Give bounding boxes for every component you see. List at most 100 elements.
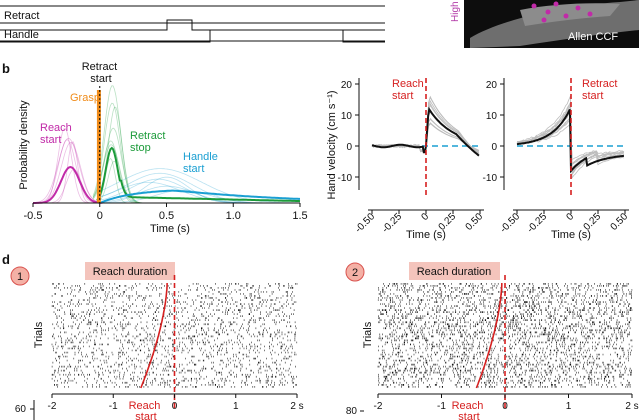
raster-xtick-label: -2 [374,401,383,412]
raster-xtick-label: 1 [233,401,239,412]
velocity-xtick-label: -0.50 [498,211,522,235]
recording-site-dot [531,3,537,9]
raster-xtick-label: 2 s [290,401,303,412]
density-xtick-label: 1.0 [226,210,241,222]
velocity-right-traces [516,78,625,195]
timeline-retract-trace [0,19,385,31]
density-ylabel: Probability density [18,100,30,190]
raster-right-reach-start: Reach start [452,400,487,420]
density-individual-trace [33,139,100,204]
density-grasp-bar [96,90,101,203]
reach-duration-banner [85,262,175,280]
density-xtick-label: -0.5 [24,210,43,222]
density-xtick-label: 0 [97,210,103,222]
velocity-mean-trace [371,106,480,157]
velocity-ytick-label: -10 [338,173,353,184]
velocity-ytick-label: 20 [486,80,498,91]
raster-xtick-label: 1 [566,401,572,412]
velocity-ytick-label: 0 [491,142,497,153]
event-timeline-strip: Retract Handle [0,5,385,43]
raster-ylabel: Trials [362,321,374,348]
panel-letter-d: d [2,252,10,267]
recording-site-dot [575,5,581,11]
density-individual-trace [32,138,100,204]
density-x-ticks: -0.5 0 0.5 1.0 1.5 [24,203,308,222]
density-xlabel: Time (s) [150,223,190,235]
velocity-ytick-label: -10 [483,173,498,184]
density-retract-stop-curve [96,146,301,203]
timeline-label-handle: Handle [4,29,39,41]
raster-xtick-label: -1 [437,401,446,412]
raster-x-ticks: -2 -1 0 1 2 s [48,394,304,412]
density-individual-trace [33,141,100,204]
velocity-xtick-label: 0 [564,211,576,223]
recording-site-dot [545,9,551,15]
raster-xtick-label: 0 [172,401,178,412]
raster-left-reach-start: Reach start [129,400,164,420]
raster-spike-ticks [51,283,298,388]
event-density-plot: Probability density -0.5 0 0.5 1.0 1.5 Time … [18,61,308,235]
reach-duration-title: Reach duration [93,266,168,278]
velocity-right-xlabel: Time (s) [551,229,591,241]
label-right-retract-start: Retract start [582,78,621,102]
neuron-number-badge [345,262,365,282]
velocity-ytick-label: 10 [341,111,353,122]
neuron-number-badge [10,266,30,286]
velocity-plot-reach: Hand velocity (cm s⁻¹) 20 10 0 -10 -0.50 -0.… [326,78,485,241]
velocity-y-ticks: 20 10 0 -10 [338,80,359,184]
density-reach-curve [33,165,103,204]
velocity-xtick-label: -0.25 [525,211,549,235]
raster-x-ticks: -2 -1 0 1 2 s [374,394,639,412]
recording-site-dot [553,1,559,7]
recording-site-dot [541,17,547,23]
raster-neuron-2: 2 Reach duration Trials -2 -1 0 1 2 s Reach … [345,262,639,420]
velocity-ylabel: Hand velocity (cm s⁻¹) [326,90,338,199]
reach-duration-banner [409,262,500,280]
velocity-xtick-label: -0.50 [353,211,377,235]
label-retract-stop: Retract stop [130,130,169,154]
raster-xtick-label: 2 s [625,401,638,412]
neuron-number: 2 [352,267,358,279]
reach-onset-curve [140,283,168,389]
label-left-reach-start: Reach start [392,78,427,102]
velocity-xtick-label: 0.50 [609,211,631,233]
velocity-mean-trace [516,109,624,174]
psth-ytick: 60 [15,404,27,415]
panel-letter-b: b [2,61,10,76]
recording-site-dot [587,11,593,17]
velocity-xtick-label: 0 [419,211,431,223]
recording-site-dot [563,13,569,19]
atlas-inset: Allen CCF High [450,0,639,48]
label-reach-start: Reach start [40,122,75,146]
velocity-left-xlabel: Time (s) [406,229,446,241]
reach-onset-curve [475,283,503,389]
velocity-xtick-label: -0.25 [380,211,404,235]
density-xtick-label: 1.5 [292,210,307,222]
reach-duration-title: Reach duration [417,266,492,278]
psth-ytick: 80 [346,406,358,417]
velocity-ytick-label: 10 [486,111,498,122]
raster-xtick-label: -2 [48,401,57,412]
raster-neuron-1: 1 Reach duration Trials -2 -1 0 1 2 s Reach … [10,262,304,420]
timeline-handle-trace [0,29,385,43]
velocity-right-y-ticks: 20 10 0 -10 [483,80,504,184]
timeline-label-retract: Retract [4,10,39,22]
raster-spikes [377,275,633,410]
density-handle-curve [99,189,300,204]
velocity-xtick-label: 0.50 [464,211,486,233]
density-xtick-label: 0.5 [159,210,174,222]
raster-xtick-label: -1 [109,401,118,412]
velocity-left-traces [371,78,480,195]
raster-xtick-label: 0 [502,401,508,412]
raster-spikes [51,275,298,410]
label-retract-start: Retract start [82,61,121,85]
atlas-label: Allen CCF [568,31,618,43]
density-individual-trace [99,168,300,204]
label-handle-start: Handle start [183,151,221,175]
colorbar-high-label: High [450,1,461,22]
velocity-ytick-label: 20 [341,80,353,91]
label-grasp: Grasp [70,92,100,104]
neuron-number: 1 [17,271,23,283]
